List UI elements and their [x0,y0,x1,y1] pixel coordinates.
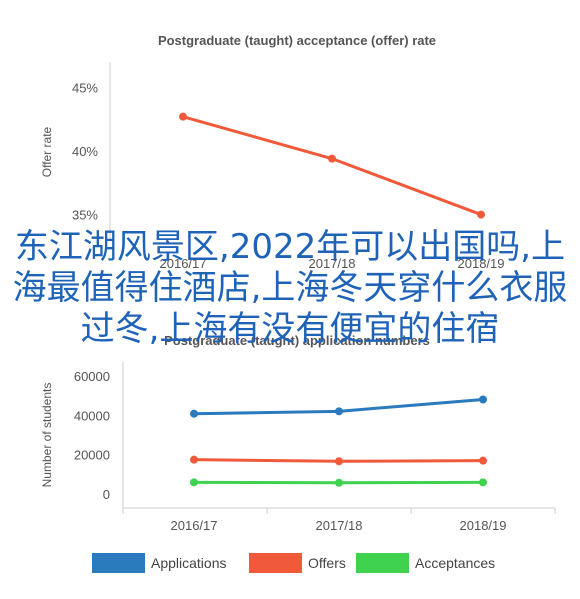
applications-chart-legend: Applications Offers Acceptances [92,553,495,573]
applications-chart: Postgraduate (taught) application number… [40,333,556,573]
offers-legend-label[interactable]: Offers [308,555,346,571]
applications-chart-y-axis-title: Number of students [40,383,54,488]
applications-y-tick-label: 20000 [74,448,110,463]
rate-x-tick-label: 2017/18 [309,256,356,271]
offers-point [479,456,487,465]
offers-legend-swatch [249,553,302,573]
applications-point [479,395,487,404]
offers-point [190,455,198,464]
rate-point [179,112,187,121]
rate-chart-x-ticks: 2016/17 2017/18 2018/19 [160,256,505,271]
rate-x-tick-label: 2018/19 [458,256,505,271]
rate-point [328,154,336,163]
acceptances-point [190,478,198,487]
rate-chart-title: Postgraduate (taught) acceptance (offer)… [158,33,436,48]
applications-y-tick-label: 0 [103,487,110,502]
applications-y-tick-label: 40000 [74,408,110,423]
rate-y-tick-label: 35% [72,208,98,223]
acceptances-legend-swatch [356,553,409,573]
rate-chart-y-ticks: 35% 40% 45% [72,80,98,222]
applications-x-tick-label: 2017/18 [316,518,363,533]
acceptances-point [335,478,343,487]
overlay-headline: 东江湖风景区,2022年可以出国吗,上海最值得住酒店,上海冬天穿什么衣服过冬,上… [12,227,568,349]
applications-y-tick-label: 60000 [74,369,110,384]
applications-x-tick-label: 2016/17 [171,518,218,533]
offers-point [335,457,343,466]
rate-chart-series [179,112,485,219]
applications-legend-label[interactable]: Applications [151,555,227,571]
rate-chart: Postgraduate (taught) acceptance (offer)… [40,33,505,271]
rate-line [182,115,482,216]
rate-chart-y-axis-title: Offer rate [40,126,54,177]
applications-legend-swatch [92,553,145,573]
applications-point [335,407,343,416]
applications-chart-y-ticks: 0 20000 40000 60000 [74,369,110,502]
rate-y-tick-label: 40% [72,144,98,159]
rate-point [477,210,485,219]
acceptances-point [479,478,487,487]
applications-chart-x-ticks: 2016/17 2017/18 2018/19 [122,508,556,533]
rate-y-tick-label: 45% [72,80,98,95]
applications-chart-title: Postgraduate (taught) application number… [164,333,430,348]
applications-x-tick-label: 2018/19 [460,518,507,533]
applications-point [190,409,198,418]
acceptances-legend-label[interactable]: Acceptances [415,555,495,571]
applications-chart-series [190,395,487,487]
rate-x-tick-label: 2016/17 [160,256,207,271]
